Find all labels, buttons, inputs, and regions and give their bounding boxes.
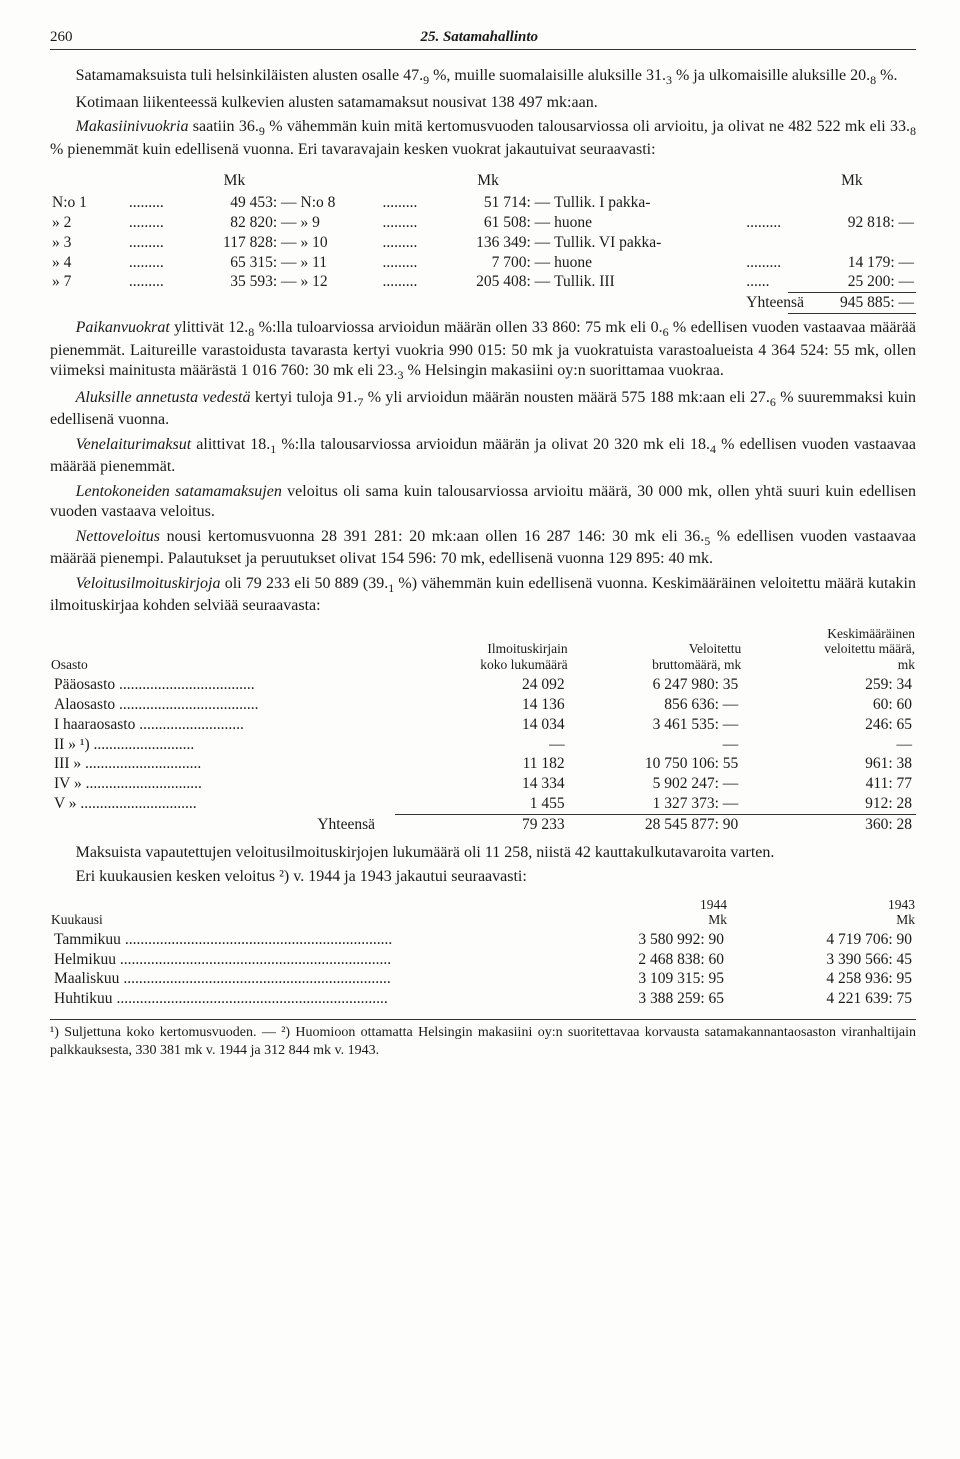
paragraph-nettoveloitus: Nettoveloitus nousi kertomusvuonna 28 39… — [50, 527, 916, 570]
page-header: 260 25. Satamahallinto — [50, 28, 916, 50]
paragraph-maksuista: Maksuista vapautettujen veloitusilmoitus… — [50, 843, 916, 863]
paragraph-aluksille: Aluksille annetusta vedestä kertyi tuloj… — [50, 388, 916, 431]
paragraph-kotimaan: Kotimaan liikenteessä kulkevien alusten … — [50, 93, 916, 113]
footnote: ¹) Suljettuna koko kertomusvuoden. — ²) … — [50, 1019, 916, 1060]
paragraph-veloitusilmoitus: Veloitusilmoituskirjoja oli 79 233 eli 5… — [50, 574, 916, 617]
table-mk: Mk Mk Mk N:o 1.........49 453: — N:o 8..… — [50, 170, 916, 314]
page-number: 260 — [50, 28, 73, 47]
paragraph-makasiinivuokria: Makasiinivuokria saatiin 36.9 % vähemmän… — [50, 117, 916, 160]
paragraph-lentokoneiden: Lentokoneiden satamamaksujen veloitus ol… — [50, 482, 916, 523]
paragraph-satamamaksut: Satamamaksuista tuli helsinkiläisten alu… — [50, 66, 916, 89]
table-osasto: Osasto Ilmoituskirjainkoko lukumäärä Vel… — [50, 625, 916, 835]
chapter-title: 25. Satamahallinto — [420, 28, 538, 47]
paragraph-venelaituri: Venelaiturimaksut alittivat 18.1 %:lla t… — [50, 435, 916, 478]
paragraph-eri-kuukausien: Eri kuukausien kesken veloitus ²) v. 194… — [50, 867, 916, 887]
table-kuukausi: Kuukausi 1944Mk 1943Mk Tammikuu ........… — [50, 896, 916, 1009]
paragraph-paikanvuokrat: Paikanvuokrat ylittivät 12.8 %:lla tuloa… — [50, 318, 916, 384]
